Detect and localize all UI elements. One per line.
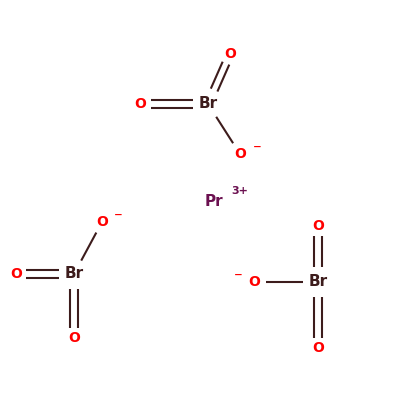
Text: Br: Br <box>308 274 328 290</box>
Text: O: O <box>312 219 324 233</box>
Text: 3+: 3+ <box>232 186 248 196</box>
Text: −: − <box>234 270 242 280</box>
Text: Br: Br <box>64 266 84 282</box>
Text: O: O <box>96 215 108 229</box>
Text: O: O <box>224 47 236 61</box>
Text: Pr: Pr <box>205 194 223 210</box>
Text: O: O <box>234 147 246 161</box>
Text: O: O <box>10 267 22 281</box>
Text: Br: Br <box>198 96 218 112</box>
Text: −: − <box>252 142 261 152</box>
Text: O: O <box>248 275 260 289</box>
Text: O: O <box>68 331 80 345</box>
Text: O: O <box>312 341 324 355</box>
Text: −: − <box>114 210 122 220</box>
Text: O: O <box>134 97 146 111</box>
